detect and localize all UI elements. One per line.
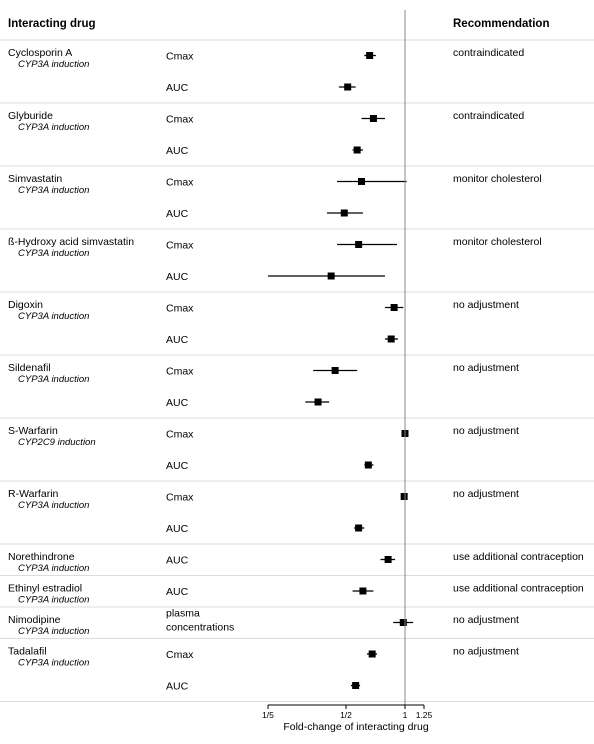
- mechanism-label: CYP3A induction: [18, 311, 89, 322]
- measure-label: Cmax: [166, 492, 194, 504]
- measure-label: Cmax: [166, 366, 194, 378]
- recommendation-label: monitor cholesterol: [453, 173, 542, 185]
- mechanism-label: CYP3A induction: [18, 248, 89, 259]
- point-estimate: [387, 335, 395, 343]
- measure-label: AUC: [166, 523, 189, 535]
- measure-label: Cmax: [166, 303, 194, 315]
- point-estimate: [355, 241, 363, 248]
- drug-name: S-Warfarin: [8, 425, 58, 437]
- point-estimate: [314, 398, 322, 406]
- point-estimate: [368, 650, 376, 658]
- point-estimate: [390, 304, 398, 311]
- measure-label: AUC: [166, 334, 189, 346]
- recommendation-label: monitor cholesterol: [453, 236, 542, 248]
- recommendation-label: no adjustment: [453, 425, 519, 437]
- point-estimate: [384, 556, 392, 563]
- drug-name: Digoxin: [8, 299, 43, 311]
- measure-label: AUC: [166, 397, 189, 409]
- point-estimate: [359, 587, 367, 595]
- x-tick-label: 1/2: [340, 710, 352, 720]
- x-axis-label: Fold-change of interacting drug: [283, 721, 428, 733]
- mechanism-label: CYP3A induction: [18, 500, 89, 511]
- x-tick-label: 1: [403, 710, 408, 720]
- measure-label: AUC: [166, 271, 189, 283]
- point-estimate: [355, 524, 363, 532]
- point-estimate: [352, 682, 360, 689]
- header-interacting-drug: Interacting drug: [8, 18, 96, 30]
- measure-label: Cmax: [166, 114, 194, 126]
- mechanism-label: CYP3A induction: [18, 374, 89, 385]
- recommendation-label: no adjustment: [453, 646, 519, 658]
- drug-name: Norethindrone: [8, 551, 75, 563]
- mechanism-label: CYP3A induction: [18, 122, 89, 133]
- measure-label: Cmax: [166, 649, 194, 661]
- point-estimate: [366, 52, 374, 59]
- point-estimate: [400, 493, 408, 500]
- mechanism-label: CYP3A induction: [18, 595, 89, 606]
- point-estimate: [331, 367, 339, 374]
- mechanism-label: CYP3A induction: [18, 185, 89, 196]
- mechanism-label: CYP3A induction: [18, 658, 89, 669]
- recommendation-label: contraindicated: [453, 110, 524, 122]
- measure-label: plasma concentrations: [166, 608, 234, 634]
- measure-label: AUC: [166, 586, 189, 598]
- drug-name: ß-Hydroxy acid simvastatin: [8, 236, 134, 248]
- mechanism-label: CYP2C9 induction: [18, 437, 96, 448]
- drug-name: Nimodipine: [8, 614, 61, 626]
- drug-name: Tadalafil: [8, 646, 47, 658]
- drug-name: Cyclosporin A: [8, 47, 72, 59]
- recommendation-label: use additional contraception: [453, 583, 584, 595]
- mechanism-label: CYP3A induction: [18, 59, 89, 70]
- recommendation-label: use additional contraception: [453, 551, 584, 563]
- drug-name: Sildenafil: [8, 362, 51, 374]
- measure-label: Cmax: [166, 240, 194, 252]
- measure-label: AUC: [166, 681, 189, 693]
- measure-label: Cmax: [166, 51, 194, 63]
- measure-label: Cmax: [166, 429, 194, 441]
- measure-label: AUC: [166, 145, 189, 157]
- drug-name: Ethinyl estradiol: [8, 583, 82, 595]
- drug-name: R-Warfarin: [8, 488, 59, 500]
- point-estimate: [327, 272, 335, 280]
- point-estimate: [399, 619, 407, 626]
- point-estimate: [353, 146, 361, 154]
- x-tick-label: 1.25: [416, 710, 433, 720]
- measure-label: AUC: [166, 82, 189, 94]
- point-estimate: [340, 209, 348, 217]
- recommendation-label: contraindicated: [453, 47, 524, 59]
- recommendation-label: no adjustment: [453, 488, 519, 500]
- point-estimate: [364, 461, 372, 469]
- recommendation-label: no adjustment: [453, 299, 519, 311]
- recommendation-label: no adjustment: [453, 362, 519, 374]
- point-estimate: [344, 83, 352, 91]
- point-estimate: [369, 115, 377, 122]
- x-tick-label: 1/5: [262, 710, 274, 720]
- point-estimate: [358, 178, 366, 185]
- drug-name: Glyburide: [8, 110, 53, 122]
- measure-label: Cmax: [166, 177, 194, 189]
- mechanism-label: CYP3A induction: [18, 563, 89, 574]
- recommendation-label: no adjustment: [453, 614, 519, 626]
- measure-label: AUC: [166, 460, 189, 472]
- measure-label: AUC: [166, 208, 189, 220]
- header-recommendation: Recommendation: [453, 18, 550, 30]
- mechanism-label: CYP3A induction: [18, 626, 89, 637]
- drug-name: Simvastatin: [8, 173, 62, 185]
- measure-label: AUC: [166, 555, 189, 567]
